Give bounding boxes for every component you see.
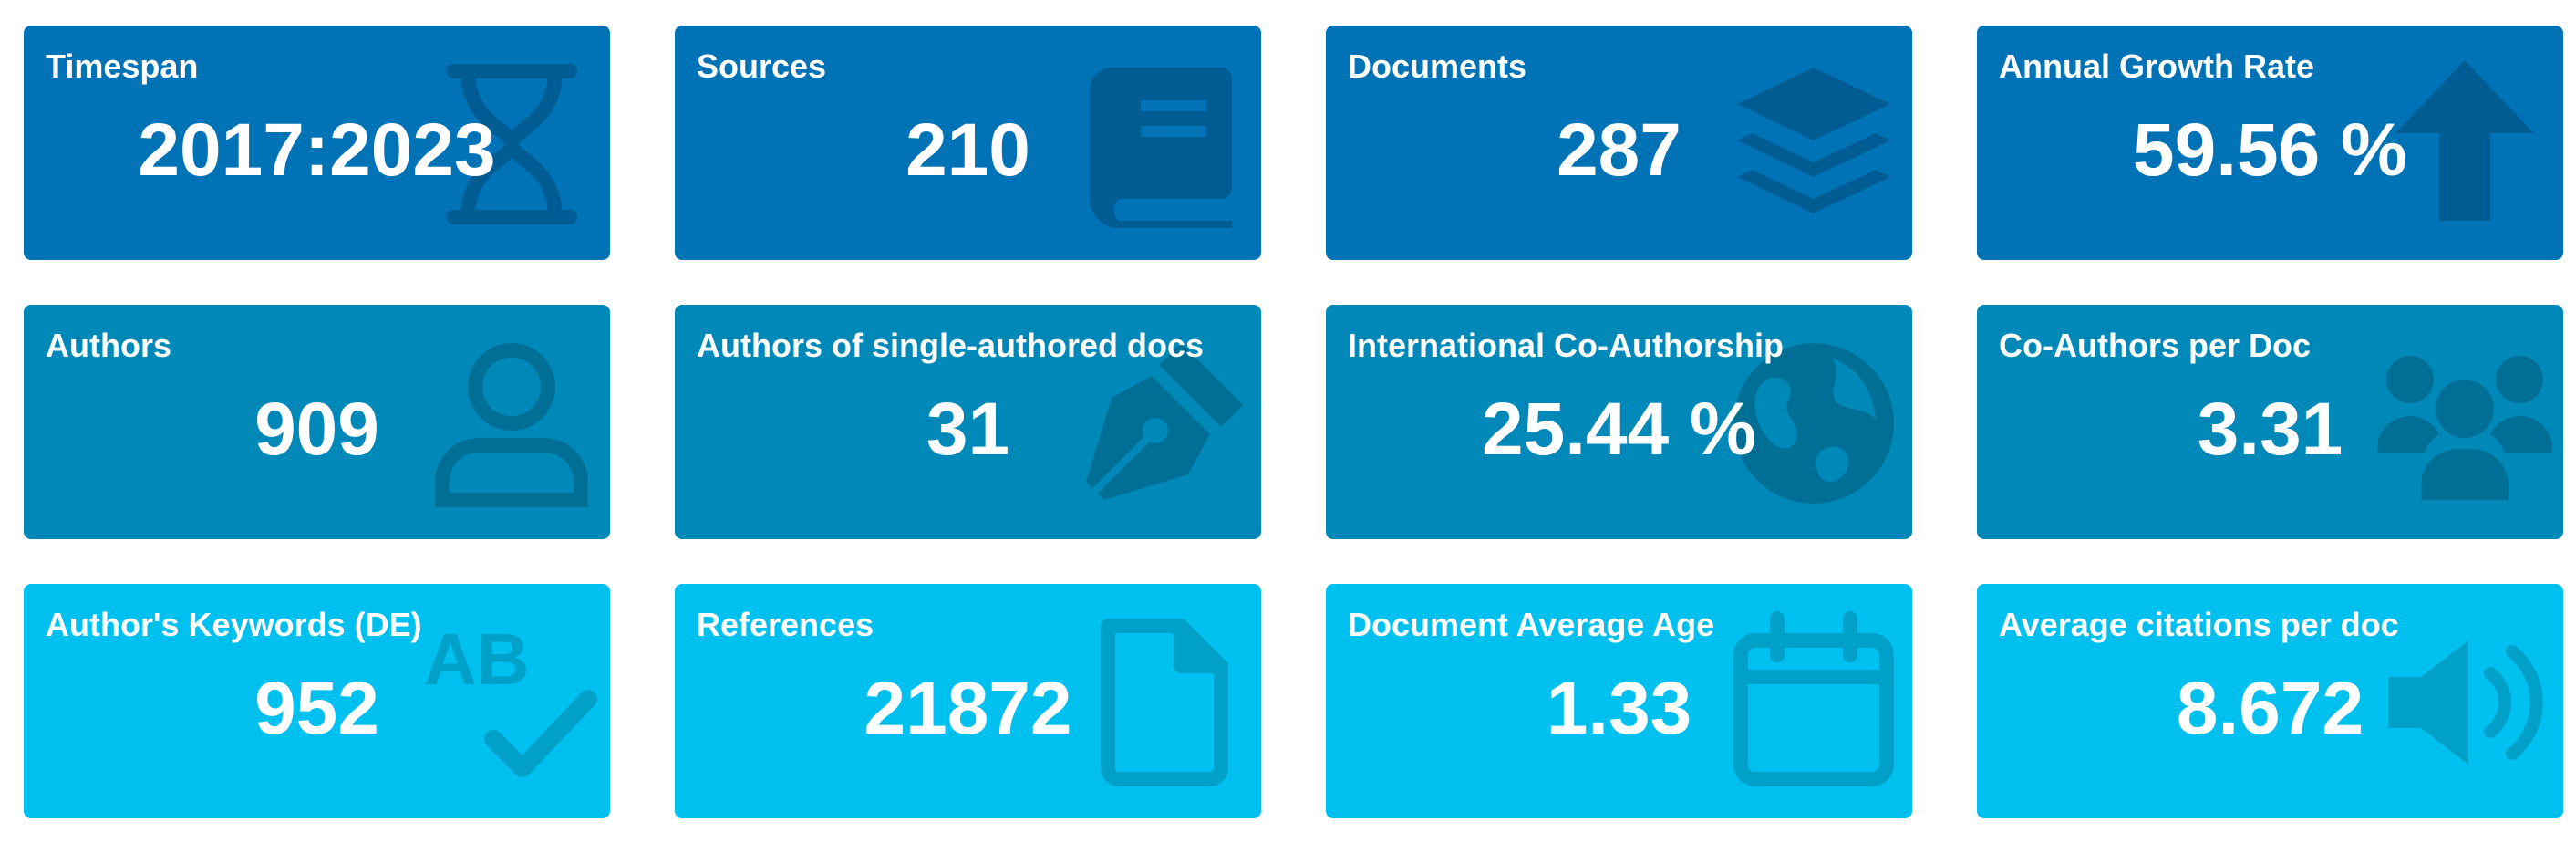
coauthors-per-doc-label: Co-Authors per Doc [1999,327,2311,364]
hourglass-icon [420,53,603,235]
author-keywords-value: 952 [254,667,379,750]
svg-text:AB: AB [424,619,530,700]
annual-growth-rate-label: Annual Growth Rate [1999,47,2315,85]
document-average-age-value: 1.33 [1546,667,1692,750]
coauthors-per-doc-value: 3.31 [2197,388,2343,471]
author-keywords-label: Author's Keywords (DE) [46,606,422,643]
users-icon [2374,332,2556,515]
authors-value: 909 [254,388,379,471]
pen-nib-icon [1071,332,1254,515]
spell-check-icon: AB [420,611,603,794]
timespan-value: 2017:2023 [138,109,496,192]
authors-label: Authors [46,327,171,364]
sources-card: Sources 210 [675,26,1261,260]
single-authored-card: Authors of single-authored docs 31 [675,305,1261,539]
author-keywords-card: AB Author's Keywords (DE) 952 [24,584,610,818]
international-coauthorship-value: 25.44 % [1482,388,1756,471]
annual-growth-rate-card: Annual Growth Rate 59.56 % [1977,26,2563,260]
average-citations-value: 8.672 [2176,667,2364,750]
annual-growth-rate-value: 59.56 % [2133,109,2407,192]
international-coauthorship-label: International Co-Authorship [1348,327,1784,364]
documents-value: 287 [1557,109,1681,192]
arrow-up-icon [2374,53,2556,235]
average-citations-card: Average citations per doc 8.672 [1977,584,2563,818]
calendar-icon [1723,611,1905,794]
average-citations-label: Average citations per doc [1999,606,2399,643]
single-authored-label: Authors of single-authored docs [697,327,1205,364]
references-card: References 21872 [675,584,1261,818]
international-coauthorship-card: International Co-Authorship 25.44 % [1326,305,1912,539]
sources-label: Sources [697,47,827,85]
references-value: 21872 [864,667,1072,750]
timespan-card: Timespan 2017:2023 [24,26,610,260]
documents-card: Documents 287 [1326,26,1912,260]
references-label: References [697,606,874,643]
document-average-age-card: Document Average Age 1.33 [1326,584,1912,818]
layers-icon [1723,53,1905,235]
file-icon [1071,611,1254,794]
sources-value: 210 [905,109,1030,192]
coauthors-per-doc-card: Co-Authors per Doc 3.31 [1977,305,2563,539]
documents-label: Documents [1348,47,1527,85]
authors-card: Authors 909 [24,305,610,539]
timespan-label: Timespan [46,47,199,85]
book-icon [1071,53,1254,235]
volume-icon [2374,611,2556,794]
globe-icon [1723,332,1905,515]
single-authored-value: 31 [926,388,1010,471]
user-icon [420,332,603,515]
document-average-age-label: Document Average Age [1348,606,1715,643]
